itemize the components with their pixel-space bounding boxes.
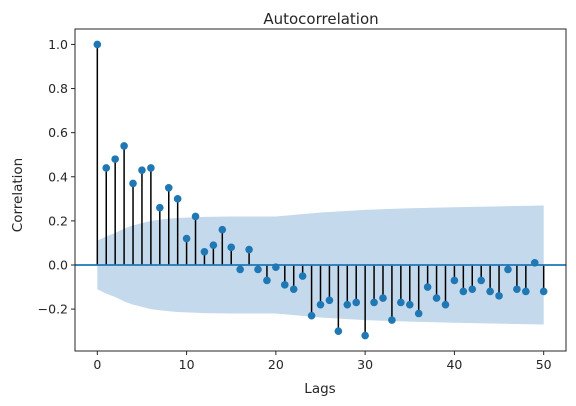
acf-point bbox=[93, 40, 102, 49]
acf-point bbox=[397, 298, 405, 307]
acf-point bbox=[343, 300, 352, 309]
acf-point bbox=[468, 285, 477, 294]
acf-point bbox=[513, 285, 521, 294]
acf-point bbox=[307, 311, 316, 320]
acf-point bbox=[370, 298, 378, 307]
x-tick-label: 0 bbox=[93, 357, 101, 372]
acf-point bbox=[495, 292, 503, 300]
acf-point bbox=[236, 265, 244, 274]
x-tick-label: 40 bbox=[446, 357, 462, 372]
y-tick-label: 0.2 bbox=[48, 213, 68, 228]
acf-point bbox=[352, 298, 361, 307]
chart-title: Autocorrelation bbox=[263, 10, 378, 28]
acf-point bbox=[388, 316, 396, 324]
y-tick-label: −0.2 bbox=[38, 302, 68, 317]
x-axis-title: Lags bbox=[304, 381, 335, 397]
acf-point bbox=[173, 195, 182, 203]
y-tick-label: 1.0 bbox=[48, 37, 68, 52]
acf-point bbox=[111, 155, 119, 163]
acf-point bbox=[254, 265, 262, 274]
y-tick-label: 0.6 bbox=[48, 125, 68, 140]
acf-point bbox=[486, 287, 494, 296]
acf-point bbox=[522, 287, 530, 296]
acf-point bbox=[191, 212, 200, 221]
acf-point bbox=[423, 283, 432, 291]
acf-point bbox=[477, 276, 485, 285]
acf-point bbox=[530, 258, 539, 267]
y-axis-title: Correlation bbox=[10, 158, 26, 232]
acf-point bbox=[316, 300, 325, 309]
acf-point bbox=[164, 183, 173, 192]
plot-area bbox=[75, 40, 566, 340]
acf-point bbox=[200, 247, 209, 256]
acf-point bbox=[361, 331, 369, 340]
acf-point bbox=[539, 287, 548, 296]
acf-point bbox=[227, 243, 236, 252]
acf-point bbox=[334, 327, 343, 335]
acf-point bbox=[405, 300, 414, 309]
y-tick-label: 0.8 bbox=[48, 81, 68, 96]
x-tick-label: 20 bbox=[268, 357, 284, 372]
acf-point bbox=[218, 225, 227, 234]
acf-point bbox=[245, 245, 253, 254]
acf-point bbox=[272, 263, 280, 271]
x-tick-label: 10 bbox=[179, 357, 195, 372]
y-tick-label: 0.0 bbox=[48, 257, 68, 272]
axis-ticks: 0 10 20 30 40 50 1.0 0.8 0.6 0.4 0.2 0.0 −0.2 bbox=[38, 37, 552, 372]
acf-point bbox=[298, 272, 307, 280]
acf-point bbox=[156, 203, 164, 212]
acf-point bbox=[414, 309, 423, 318]
acf-point bbox=[450, 276, 459, 285]
acf-point bbox=[129, 179, 137, 188]
axes-frame bbox=[74, 28, 567, 352]
acf-point bbox=[441, 300, 450, 309]
acf-point bbox=[209, 241, 218, 249]
acf-point bbox=[263, 276, 271, 285]
acf-point bbox=[147, 164, 155, 172]
acf-point bbox=[459, 287, 468, 296]
acf-point bbox=[102, 164, 111, 172]
x-tick-label: 30 bbox=[357, 357, 373, 372]
acf-point bbox=[432, 294, 441, 302]
acf-point bbox=[138, 166, 146, 174]
acf-point bbox=[504, 265, 512, 274]
acf-point bbox=[289, 285, 298, 294]
x-tick-label: 50 bbox=[536, 357, 552, 372]
acf-point bbox=[182, 234, 191, 243]
acf-point bbox=[325, 296, 334, 305]
acf-point bbox=[379, 294, 387, 302]
y-tick-label: 0.4 bbox=[48, 169, 68, 184]
acf-point bbox=[120, 142, 128, 150]
acf-point bbox=[280, 281, 289, 289]
